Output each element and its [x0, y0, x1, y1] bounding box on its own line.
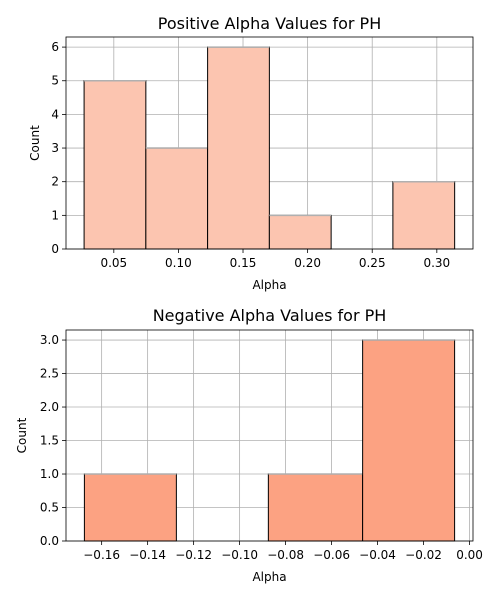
y-tick-label: 2	[51, 175, 59, 189]
histogram-bar	[207, 46, 270, 250]
x-tick-label: −0.16	[83, 548, 120, 562]
y-tick-label: 0.0	[40, 534, 59, 548]
x-tick-label: −0.12	[175, 548, 212, 562]
y-axis-label: Count	[15, 417, 29, 453]
histogram-bar	[362, 339, 456, 542]
x-tick-label: 0.30	[423, 256, 450, 270]
y-tick-label: 5	[51, 74, 59, 88]
histogram-bar	[145, 147, 209, 250]
x-tick-label: 0.20	[294, 256, 321, 270]
x-tick-label: −0.06	[313, 548, 350, 562]
y-axis-label: Count	[28, 125, 42, 161]
y-tick-label: 3	[51, 141, 59, 155]
y-tick-label: 4	[51, 107, 59, 121]
chart-title: Negative Alpha Values for PH	[153, 306, 387, 325]
bottom-histogram: −0.16 −0.14 −0.12 −0.10 −0.08 −0.06 −0.04 −0.02…	[15, 306, 483, 584]
y-tick-label: 3.0	[40, 333, 59, 347]
x-tick-label: −0.04	[359, 548, 396, 562]
x-tick-label: 0.25	[359, 256, 386, 270]
x-axis-label: Alpha	[252, 278, 286, 292]
top-histogram: 0.05 0.10 0.15 0.20 0.25 0.30 0 1 2 3 4 5 6 Positive …	[28, 14, 474, 292]
histogram-bar	[392, 181, 456, 250]
y-tick-label: 1	[51, 208, 59, 222]
y-tick-label: 6	[51, 40, 59, 54]
y-tick-label: 0.5	[40, 501, 59, 515]
y-tick-label: 2.0	[40, 400, 59, 414]
x-tick-label: −0.10	[221, 548, 258, 562]
y-tick-label: 1.0	[40, 467, 59, 481]
x-tick-label: −0.08	[267, 548, 304, 562]
axes-frame	[65, 36, 474, 250]
histogram-bar	[83, 80, 147, 250]
histogram-bar	[267, 473, 364, 542]
x-axis-label: Alpha	[252, 570, 286, 584]
y-tick-label: 0	[51, 242, 59, 256]
x-tick-label: 0.15	[230, 256, 257, 270]
chart-title: Positive Alpha Values for PH	[158, 14, 381, 33]
y-tick-label: 1.5	[40, 434, 59, 448]
x-tick-label: 0.05	[100, 256, 127, 270]
histogram-bar	[268, 214, 332, 250]
x-tick-label: −0.14	[129, 548, 166, 562]
axes-frame	[65, 329, 474, 542]
y-tick-label: 2.5	[40, 367, 59, 381]
x-tick-label: −0.02	[405, 548, 442, 562]
x-tick-label: 0.00	[456, 548, 483, 562]
x-tick-label: 0.10	[165, 256, 192, 270]
histogram-bar	[83, 473, 177, 542]
